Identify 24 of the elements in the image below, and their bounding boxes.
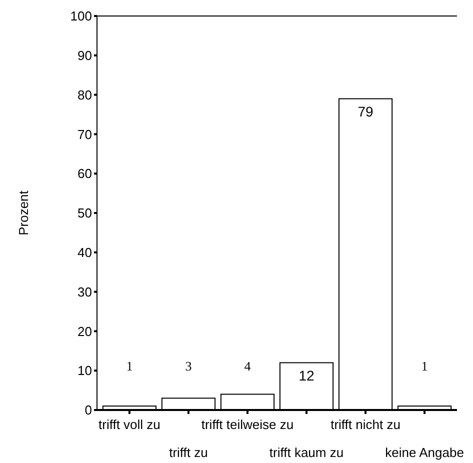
- data-label: 79: [358, 104, 374, 120]
- y-axis-title: Prozent: [16, 190, 31, 236]
- x-tick-label: trifft voll zu: [98, 417, 160, 432]
- y-tick-label: 100: [70, 8, 92, 24]
- y-tick-label: 40: [78, 244, 92, 260]
- y-tick-label: 20: [78, 324, 92, 339]
- y-tick-label: 60: [78, 166, 92, 182]
- y-tick-label: 10: [78, 363, 92, 378]
- data-label: 1: [126, 358, 133, 374]
- x-tick-label: keine Angabe: [385, 445, 464, 460]
- data-label: 4: [244, 358, 252, 374]
- data-label: 1: [421, 358, 428, 374]
- x-tick-label: trifft teilweise zu: [201, 417, 294, 432]
- x-tick-label: trifft kaum zu: [269, 445, 344, 460]
- y-tick-label: 50: [78, 206, 92, 221]
- y-tick-label: 30: [78, 284, 92, 300]
- y-tick-label: 70: [78, 126, 92, 142]
- y-tick-label: 90: [78, 48, 92, 63]
- y-tick-label: 80: [78, 87, 92, 102]
- x-tick-label: trifft zu: [169, 445, 208, 460]
- data-label: 12: [298, 368, 315, 384]
- data-label: 3: [185, 358, 192, 374]
- x-tick-label: trifft nicht zu: [330, 417, 400, 432]
- y-tick-label: 0: [84, 402, 92, 418]
